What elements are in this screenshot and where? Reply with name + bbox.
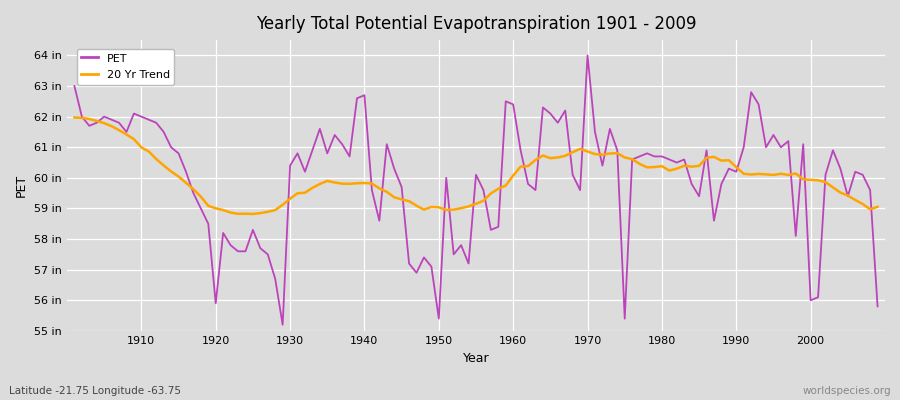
- X-axis label: Year: Year: [463, 352, 490, 365]
- Y-axis label: PET: PET: [15, 174, 28, 197]
- Text: worldspecies.org: worldspecies.org: [803, 386, 891, 396]
- Legend: PET, 20 Yr Trend: PET, 20 Yr Trend: [76, 48, 175, 84]
- Text: Latitude -21.75 Longitude -63.75: Latitude -21.75 Longitude -63.75: [9, 386, 181, 396]
- Title: Yearly Total Potential Evapotranspiration 1901 - 2009: Yearly Total Potential Evapotranspiratio…: [256, 15, 697, 33]
